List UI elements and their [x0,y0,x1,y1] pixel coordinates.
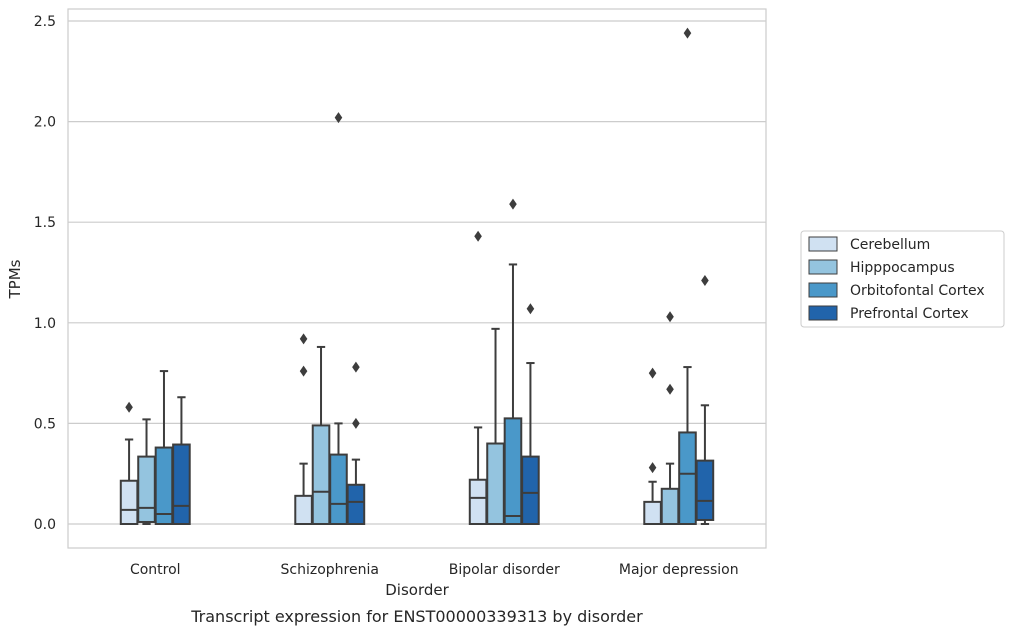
y-axis-title: TPMs [6,259,24,299]
outlier-point [352,417,360,429]
legend-swatch [808,305,838,321]
y-tick-label: 0.5 [34,416,56,432]
box-orbitofontal-cortex [503,198,523,525]
box-orbitofontal-cortex [154,370,174,526]
box-plot-area [119,27,715,526]
legend-label: Cerebellum [850,237,930,253]
legend-label: Hipppocampus [850,260,955,276]
outlier-point [648,367,657,379]
outlier-point [334,112,343,124]
box-iqr [346,483,366,525]
box-iqr [137,455,156,523]
y-tick-label: 1.5 [34,215,56,231]
box-prefrontal-cortex [346,361,366,525]
box-iqr [486,442,505,525]
x-axis-title: Disorder [385,581,449,599]
box-iqr [311,424,331,525]
box-cerebellum [294,333,313,525]
x-tick-labels: Control Schizophrenia Bipolar disorder Majo… [130,562,739,578]
outlier-point [526,303,535,315]
y-tick-label: 0.0 [34,517,56,533]
box-iqr [329,453,348,525]
box-orbitofontal-cortex [329,112,348,525]
box-prefrontal-cortex [521,303,540,525]
outlier-point [683,27,692,39]
box-iqr [154,446,174,526]
legend-label: Orbitofontal Cortex [850,283,985,299]
box-cerebellum [643,367,662,526]
box-hipppocampus [486,327,505,525]
chart-caption: Transcript expression for ENST0000033931… [190,607,643,626]
x-tick-label: Major depression [619,562,739,578]
outlier-point [648,462,657,474]
outlier-point [299,365,308,377]
box-orbitofontal-cortex [678,27,697,526]
box-iqr [119,479,139,526]
outlier-point [299,333,308,345]
box-iqr [660,487,680,526]
box-cerebellum [119,401,139,526]
box-iqr [643,500,662,526]
box-iqr [695,459,715,521]
box-iqr [294,494,313,525]
box-iqr [678,431,697,526]
x-tick-label: Bipolar disorder [449,562,560,578]
legend-swatch [808,259,838,275]
outlier-point [701,275,709,287]
outlier-point [666,311,674,323]
box-prefrontal-cortex [695,275,715,525]
y-tick-labels: 0.0 0.5 1.0 1.5 2.0 2.5 [34,14,56,533]
box-iqr [503,417,523,525]
x-tick-label: Control [130,562,181,578]
y-tick-label: 2.5 [34,14,56,30]
outlier-point [352,361,360,373]
box-prefrontal-cortex [172,396,191,525]
legend-label: Prefrontal Cortex [850,306,969,322]
y-tick-label: 1.0 [34,316,56,332]
box-iqr [172,443,191,525]
legend-swatch [808,236,838,252]
box-hipppocampus [137,418,156,525]
y-tick-label: 2.0 [34,115,56,131]
box-cerebellum [468,230,488,525]
box-hipppocampus [311,345,331,525]
legend: Cerebellum Hipppocampus Orbitofontal Corte… [800,230,1005,328]
box-iqr [468,478,488,525]
legend-frame [800,230,1005,328]
outlier-point [509,198,517,210]
legend-swatch [808,282,838,298]
x-tick-label: Schizophrenia [281,562,379,578]
plot-frame [67,8,767,549]
box-iqr [521,455,540,525]
box-hipppocampus [660,311,680,526]
outlier-point [125,401,133,413]
outlier-point [666,383,674,395]
outlier-point [474,230,482,242]
